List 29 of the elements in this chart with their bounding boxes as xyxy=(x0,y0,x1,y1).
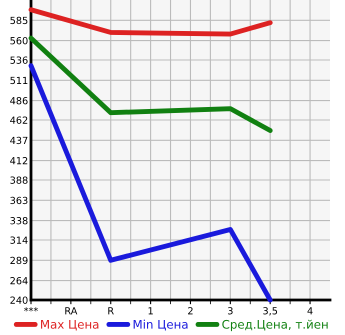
y-tick-label: 511 xyxy=(10,76,28,84)
y-tick-label: 314 xyxy=(10,236,28,244)
x-tick-label: *** xyxy=(24,307,38,312)
y-tick-label: 412 xyxy=(10,157,28,164)
x-tick-label: 4 xyxy=(307,307,313,314)
legend-label: Сред.Цена, т.йен xyxy=(222,320,328,332)
y-tick-label: 388 xyxy=(10,176,28,184)
legend-label: Min Цена xyxy=(134,320,188,330)
y-tick-label: 536 xyxy=(10,56,28,64)
y-tick-label: 338 xyxy=(10,217,28,224)
legend-label: Max Цена xyxy=(41,320,98,330)
line-series xyxy=(28,7,273,36)
y-tick-label: 462 xyxy=(10,116,28,124)
y-tick-label: 264 xyxy=(10,277,28,284)
line-series xyxy=(28,36,273,133)
y-tick-label: 289 xyxy=(10,256,28,264)
x-tick-label: 1 xyxy=(148,307,153,314)
y-tick-label: 363 xyxy=(10,196,28,204)
x-tick-label: RA xyxy=(65,307,78,314)
x-tick-label: 3 xyxy=(228,307,233,314)
line-series xyxy=(28,63,273,302)
y-tick-label: 240 xyxy=(10,296,28,304)
y-tick-label: 585 xyxy=(10,16,28,24)
x-tick-label: 2 xyxy=(188,307,193,314)
y-tick-label: 560 xyxy=(10,37,28,44)
x-tick-label: 3,5 xyxy=(263,307,278,316)
y-tick-label: 437 xyxy=(10,136,28,144)
y-tick-label: 486 xyxy=(10,97,28,104)
x-tick-label: R xyxy=(108,307,114,314)
